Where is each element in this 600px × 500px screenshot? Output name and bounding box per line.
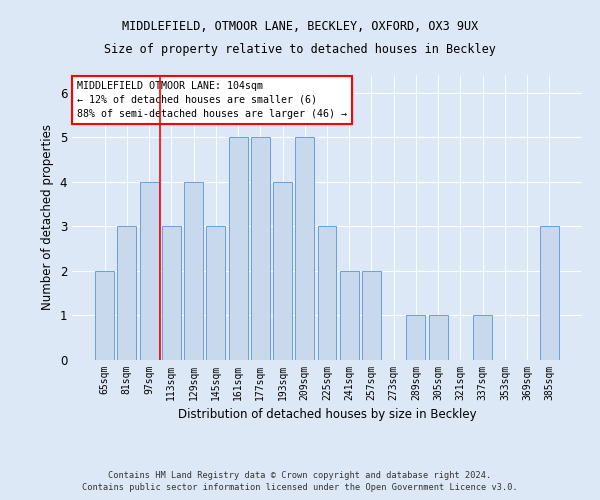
Text: MIDDLEFIELD OTMOOR LANE: 104sqm
← 12% of detached houses are smaller (6)
88% of : MIDDLEFIELD OTMOOR LANE: 104sqm ← 12% of… (77, 80, 347, 118)
Bar (118, 226, 136, 360)
Bar (95, 271, 114, 360)
Bar (362, 271, 381, 360)
Text: MIDDLEFIELD, OTMOOR LANE, BECKLEY, OXFORD, OX3 9UX: MIDDLEFIELD, OTMOOR LANE, BECKLEY, OXFOR… (122, 20, 478, 33)
Text: Contains HM Land Registry data © Crown copyright and database right 2024.: Contains HM Land Registry data © Crown c… (109, 471, 491, 480)
Bar (473, 316, 492, 360)
Bar (162, 226, 181, 360)
Y-axis label: Number of detached properties: Number of detached properties (41, 124, 54, 310)
Bar (251, 138, 270, 360)
Bar (295, 138, 314, 360)
Text: Contains public sector information licensed under the Open Government Licence v3: Contains public sector information licen… (82, 484, 518, 492)
Bar (429, 316, 448, 360)
Bar (540, 226, 559, 360)
Bar (184, 182, 203, 360)
Bar (340, 271, 359, 360)
Bar (229, 138, 248, 360)
Text: Size of property relative to detached houses in Beckley: Size of property relative to detached ho… (104, 42, 496, 56)
Bar (406, 316, 425, 360)
Bar (273, 182, 292, 360)
Bar (140, 182, 158, 360)
X-axis label: Distribution of detached houses by size in Beckley: Distribution of detached houses by size … (178, 408, 476, 422)
Bar (206, 226, 225, 360)
Bar (317, 226, 337, 360)
